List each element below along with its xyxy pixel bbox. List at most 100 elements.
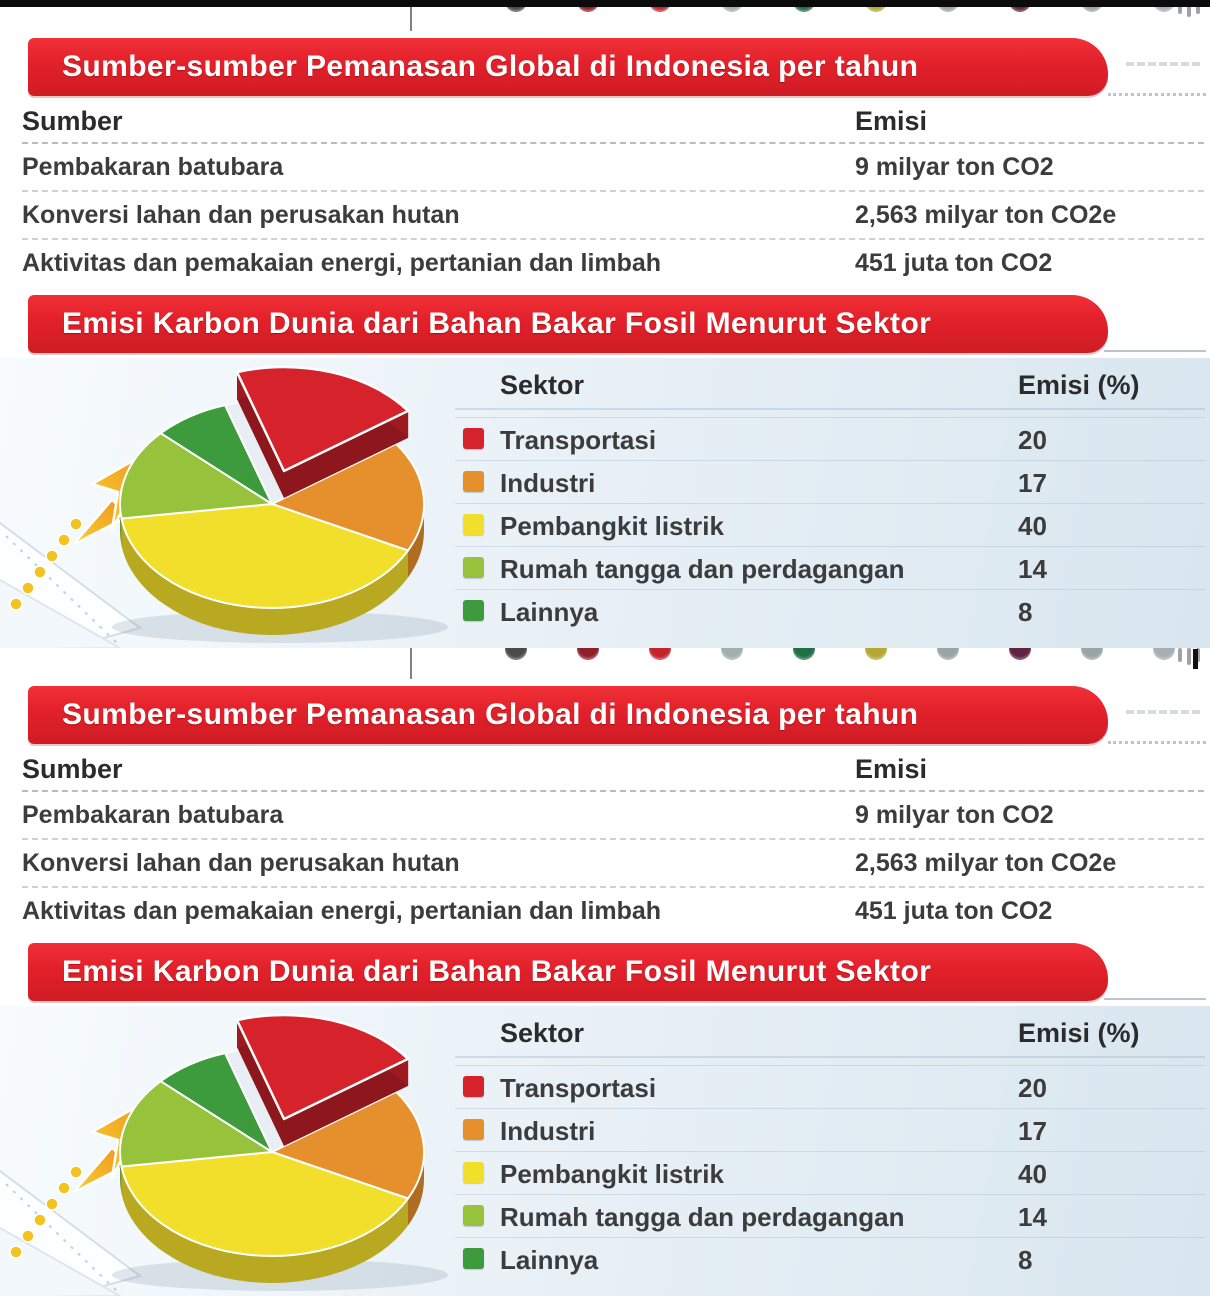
pie-chart-svg	[0, 365, 448, 648]
emission-sources-table: Sumber Emisi Pembakaran batubara 9 milya…	[22, 100, 1204, 286]
emission-cell: 2,563 milyar ton CO2e	[855, 200, 1117, 229]
legend-item: Industri 17	[455, 1108, 1205, 1152]
legend-item: Pembangkit listrik 40	[455, 503, 1205, 547]
pie-chart	[112, 365, 448, 643]
legend-header-emisi: Emisi (%)	[1018, 1018, 1140, 1048]
table-header-row: Sumber Emisi	[22, 100, 1204, 144]
arrow-dotted-trail	[9, 1165, 83, 1259]
pipe-marks	[1178, 0, 1200, 17]
top-black-bar	[0, 0, 1210, 7]
column-header-sumber: Sumber	[22, 753, 123, 784]
legend-swatch	[463, 600, 484, 621]
legend-label: Industri	[500, 468, 596, 498]
legend-value: 17	[1018, 1116, 1047, 1146]
sector-banner-title: Emisi Karbon Dunia dari Bahan Bakar Fosi…	[62, 307, 932, 340]
right-edge-tick	[1193, 649, 1198, 669]
divider-line	[1104, 350, 1206, 352]
legend-swatch	[463, 1205, 484, 1226]
legend-swatch	[463, 557, 484, 578]
chart-legend: Sektor Emisi (%) Transportasi 20 Industr…	[455, 1006, 1210, 1296]
legend-label: Pembangkit listrik	[500, 511, 724, 541]
source-cell: Konversi lahan dan perusakan hutan	[22, 200, 460, 229]
divider-line	[1104, 998, 1206, 1000]
column-header-emisi: Emisi	[855, 105, 928, 136]
legend-value: 40	[1018, 511, 1047, 541]
legend-swatch	[463, 1119, 484, 1140]
dotted-line	[1108, 741, 1206, 744]
column-header-sumber: Sumber	[22, 105, 123, 136]
legend-value: 17	[1018, 468, 1047, 498]
table-row: Pembakaran batubara 9 milyar ton CO2	[22, 792, 1204, 840]
sources-banner: Sumber-sumber Pemanasan Global di Indone…	[28, 686, 1108, 744]
emission-cell: 2,563 milyar ton CO2e	[855, 848, 1117, 877]
dash-marks	[1126, 62, 1200, 66]
legend-swatch	[463, 1162, 484, 1183]
legend-value: 20	[1018, 425, 1047, 455]
pie-chart	[112, 1013, 448, 1291]
source-cell: Aktivitas dan pemakaian energi, pertania…	[22, 896, 662, 925]
legend-swatch	[463, 514, 484, 535]
sources-banner-title: Sumber-sumber Pemanasan Global di Indone…	[62, 50, 919, 83]
legend-value: 8	[1018, 1245, 1033, 1275]
emission-sources-table: Sumber Emisi Pembakaran batubara 9 milya…	[22, 748, 1204, 934]
legend-item: Transportasi 20	[455, 1065, 1205, 1109]
legend-label: Rumah tangga dan perdagangan	[500, 554, 905, 584]
column-header-emisi: Emisi	[855, 753, 928, 784]
emission-cell: 451 juta ton CO2	[855, 248, 1053, 277]
legend-value: 14	[1018, 554, 1047, 584]
table-row: Aktivitas dan pemakaian energi, pertania…	[22, 888, 1204, 934]
legend-label: Transportasi	[500, 1073, 657, 1103]
emission-cell: 9 milyar ton CO2	[855, 152, 1054, 181]
sector-banner: Emisi Karbon Dunia dari Bahan Bakar Fosi…	[28, 295, 1108, 353]
legend-swatch	[463, 471, 484, 492]
emission-cell: 451 juta ton CO2	[855, 896, 1053, 925]
source-cell: Aktivitas dan pemakaian energi, pertania…	[22, 248, 662, 277]
sector-banner-title: Emisi Karbon Dunia dari Bahan Bakar Fosi…	[62, 955, 932, 988]
legend-label: Industri	[500, 1116, 596, 1146]
legend-value: 14	[1018, 1202, 1047, 1232]
legend-header-emisi: Emisi (%)	[1018, 370, 1140, 400]
table-row: Konversi lahan dan perusakan hutan 2,563…	[22, 840, 1204, 888]
infographic-copy-2: Sumber-sumber Pemanasan Global di Indone…	[0, 648, 1210, 1296]
pipe-marks	[1178, 648, 1200, 665]
legend-item: Transportasi 20	[455, 417, 1205, 461]
legend-item: Rumah tangga dan perdagangan 14	[455, 546, 1205, 590]
legend-item: Lainnya 8	[455, 589, 1205, 633]
dash-marks	[1126, 710, 1200, 714]
table-row: Pembakaran batubara 9 milyar ton CO2	[22, 144, 1204, 192]
legend-swatch	[463, 1076, 484, 1097]
vertical-line	[410, 648, 412, 679]
sector-banner: Emisi Karbon Dunia dari Bahan Bakar Fosi…	[28, 943, 1108, 1001]
legend-item: Industri 17	[455, 460, 1205, 504]
arrow-dotted-trail	[9, 517, 83, 611]
legend-swatch	[463, 428, 484, 449]
legend-value: 20	[1018, 1073, 1047, 1103]
legend-value: 40	[1018, 1159, 1047, 1189]
pie-chart-svg	[0, 1013, 448, 1296]
legend-divider	[455, 408, 1205, 410]
source-cell: Konversi lahan dan perusakan hutan	[22, 848, 460, 877]
sources-banner-title: Sumber-sumber Pemanasan Global di Indone…	[62, 698, 919, 731]
legend-label: Lainnya	[500, 597, 599, 627]
chart-section: Sektor Emisi (%) Transportasi 20 Industr…	[0, 358, 1210, 648]
sources-banner: Sumber-sumber Pemanasan Global di Indone…	[28, 38, 1108, 96]
legend-header-sektor: Sektor	[500, 370, 585, 400]
legend-header-sektor: Sektor	[500, 1018, 585, 1048]
legend-swatch	[463, 1248, 484, 1269]
legend-label: Rumah tangga dan perdagangan	[500, 1202, 905, 1232]
chart-legend: Sektor Emisi (%) Transportasi 20 Industr…	[455, 358, 1210, 648]
table-header-row: Sumber Emisi	[22, 748, 1204, 792]
legend-label: Transportasi	[500, 425, 657, 455]
vertical-line	[410, 0, 412, 31]
chart-section: Sektor Emisi (%) Transportasi 20 Industr…	[0, 1006, 1210, 1296]
legend-divider	[455, 1056, 1205, 1058]
logo-icon-row	[505, 648, 1175, 660]
dotted-line	[1108, 93, 1206, 96]
source-cell: Pembakaran batubara	[22, 152, 284, 181]
source-cell: Pembakaran batubara	[22, 800, 284, 829]
legend-label: Pembangkit listrik	[500, 1159, 724, 1189]
legend-value: 8	[1018, 597, 1033, 627]
legend-item: Pembangkit listrik 40	[455, 1151, 1205, 1195]
legend-item: Lainnya 8	[455, 1237, 1205, 1281]
